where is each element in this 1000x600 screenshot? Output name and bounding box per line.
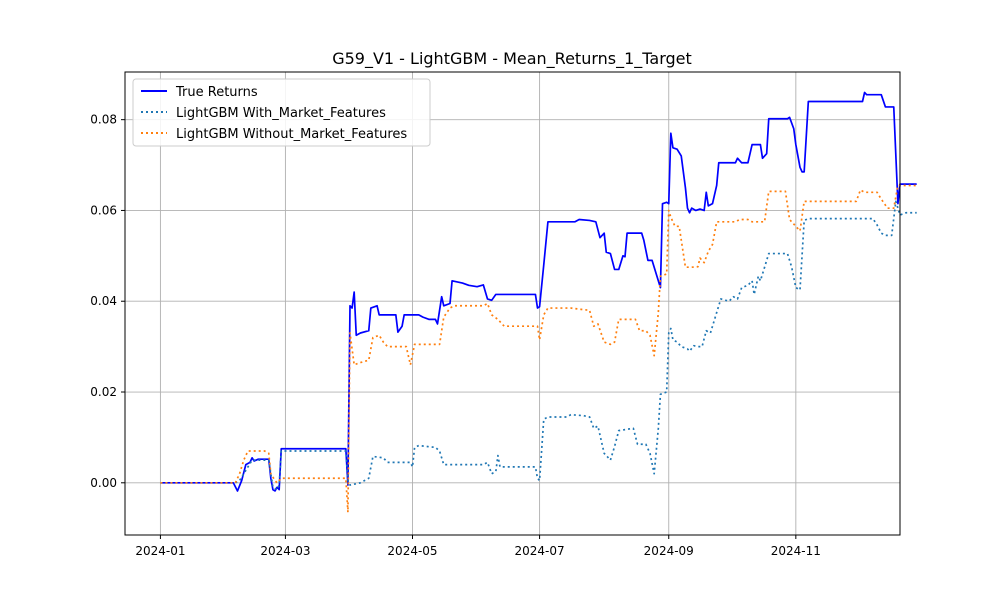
x-tick-label: 2024-05: [387, 544, 437, 558]
y-tick-label: 0.00: [90, 476, 117, 490]
chart-title: G59_V1 - LightGBM - Mean_Returns_1_Targe…: [332, 49, 692, 69]
legend-label-true-returns: True Returns: [175, 85, 258, 100]
y-tick-label: 0.04: [90, 294, 117, 308]
series-line-with-market: [160, 200, 917, 491]
x-tick-label: 2024-07: [515, 544, 565, 558]
series-layer: [160, 91, 917, 514]
series-line-true-returns: [160, 91, 917, 492]
y-tick-label: 0.02: [90, 385, 117, 399]
legend: True Returns LightGBM With_Market_Featur…: [132, 78, 431, 147]
x-tick-label: 2024-09: [644, 544, 694, 558]
ticks: 2024-01 2024-03 2024-05 2024-07 2024-09 2024-…: [90, 113, 821, 558]
x-tick-label: 2024-11: [771, 544, 821, 558]
y-tick-label: 0.08: [90, 113, 117, 127]
x-tick-label: 2024-01: [135, 544, 185, 558]
plot-frame: [124, 71, 901, 536]
x-tick-label: 2024-03: [260, 544, 310, 558]
legend-label-without-market: LightGBM Without_Market_Features: [176, 127, 407, 142]
y-tick-label: 0.06: [90, 203, 117, 217]
legend-label-with-market: LightGBM With_Market_Features: [176, 106, 386, 121]
series-line-without-market: [160, 184, 917, 514]
legend-box: [132, 78, 431, 147]
